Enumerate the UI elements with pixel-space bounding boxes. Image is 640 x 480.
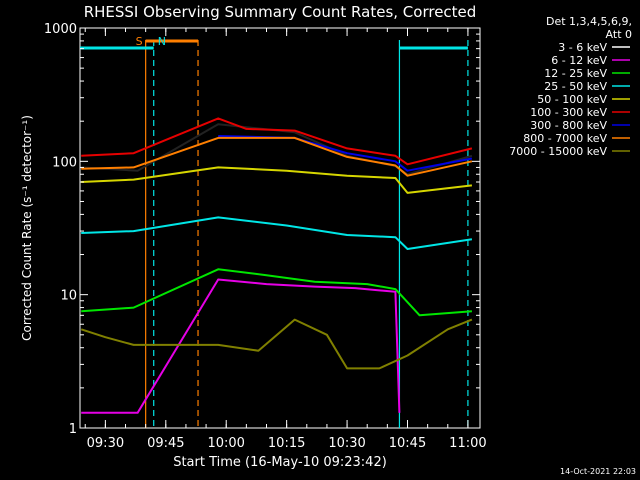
legend-label: 300 - 800 keV <box>530 119 607 132</box>
y-axis-label: Corrected Count Rate (s⁻¹ detector⁻¹) <box>20 115 34 341</box>
chart-title: RHESSI Observing Summary Count Rates, Co… <box>84 3 477 21</box>
legend-header-2: Att 0 <box>606 28 632 41</box>
legend-header-1: Det 1,3,4,5,6,9, <box>546 15 632 28</box>
plot-frame <box>79 27 481 429</box>
legend-label: 800 - 7000 keV <box>523 132 607 145</box>
x-axis-label: Start Time (16-May-10 09:23:42) <box>173 455 387 470</box>
legend-label: 3 - 6 keV <box>558 41 607 54</box>
y-axis-ticks: 1 10 100 1000 <box>44 22 480 437</box>
x-tick-label: 10:15 <box>268 436 305 451</box>
series-line-8 <box>80 318 473 370</box>
legend-label: 6 - 12 keV <box>551 54 607 67</box>
x-tick-label: 09:30 <box>87 436 124 451</box>
footer-timestamp: 14-Oct-2021 22:03 <box>560 467 636 476</box>
series-line-4 <box>81 166 473 194</box>
legend-label: 100 - 300 keV <box>530 106 607 119</box>
x-tick-label: 10:45 <box>389 436 426 451</box>
marker-lines <box>80 39 469 428</box>
legend-label: 50 - 100 keV <box>537 93 607 106</box>
x-tick-label: 10:00 <box>207 436 244 451</box>
legend-label: 12 - 25 keV <box>544 67 607 80</box>
annotation-label: N <box>158 35 166 48</box>
x-tick-label: 11:00 <box>449 436 486 451</box>
y-tick-label: 10 <box>60 289 77 304</box>
series-line-7 <box>81 136 473 177</box>
y-tick-label: 1 <box>69 422 77 437</box>
series-line-3 <box>81 216 473 250</box>
series-line-2 <box>81 268 472 317</box>
y-tick-label: 100 <box>52 155 77 170</box>
x-tick-label: 09:45 <box>147 436 184 451</box>
y-tick-label: 1000 <box>44 22 77 37</box>
legend-label: 25 - 50 keV <box>544 80 607 93</box>
x-tick-label: 10:30 <box>328 436 365 451</box>
series-lines <box>80 117 473 414</box>
series-line-5 <box>81 117 473 166</box>
annotation-label: S <box>136 35 143 48</box>
x-axis-ticks: 09:30 09:45 10:00 10:15 10:30 10:45 11:00 <box>84 28 487 451</box>
legend-label: 7000 - 15000 keV <box>509 145 607 158</box>
series-line-1 <box>81 278 401 414</box>
